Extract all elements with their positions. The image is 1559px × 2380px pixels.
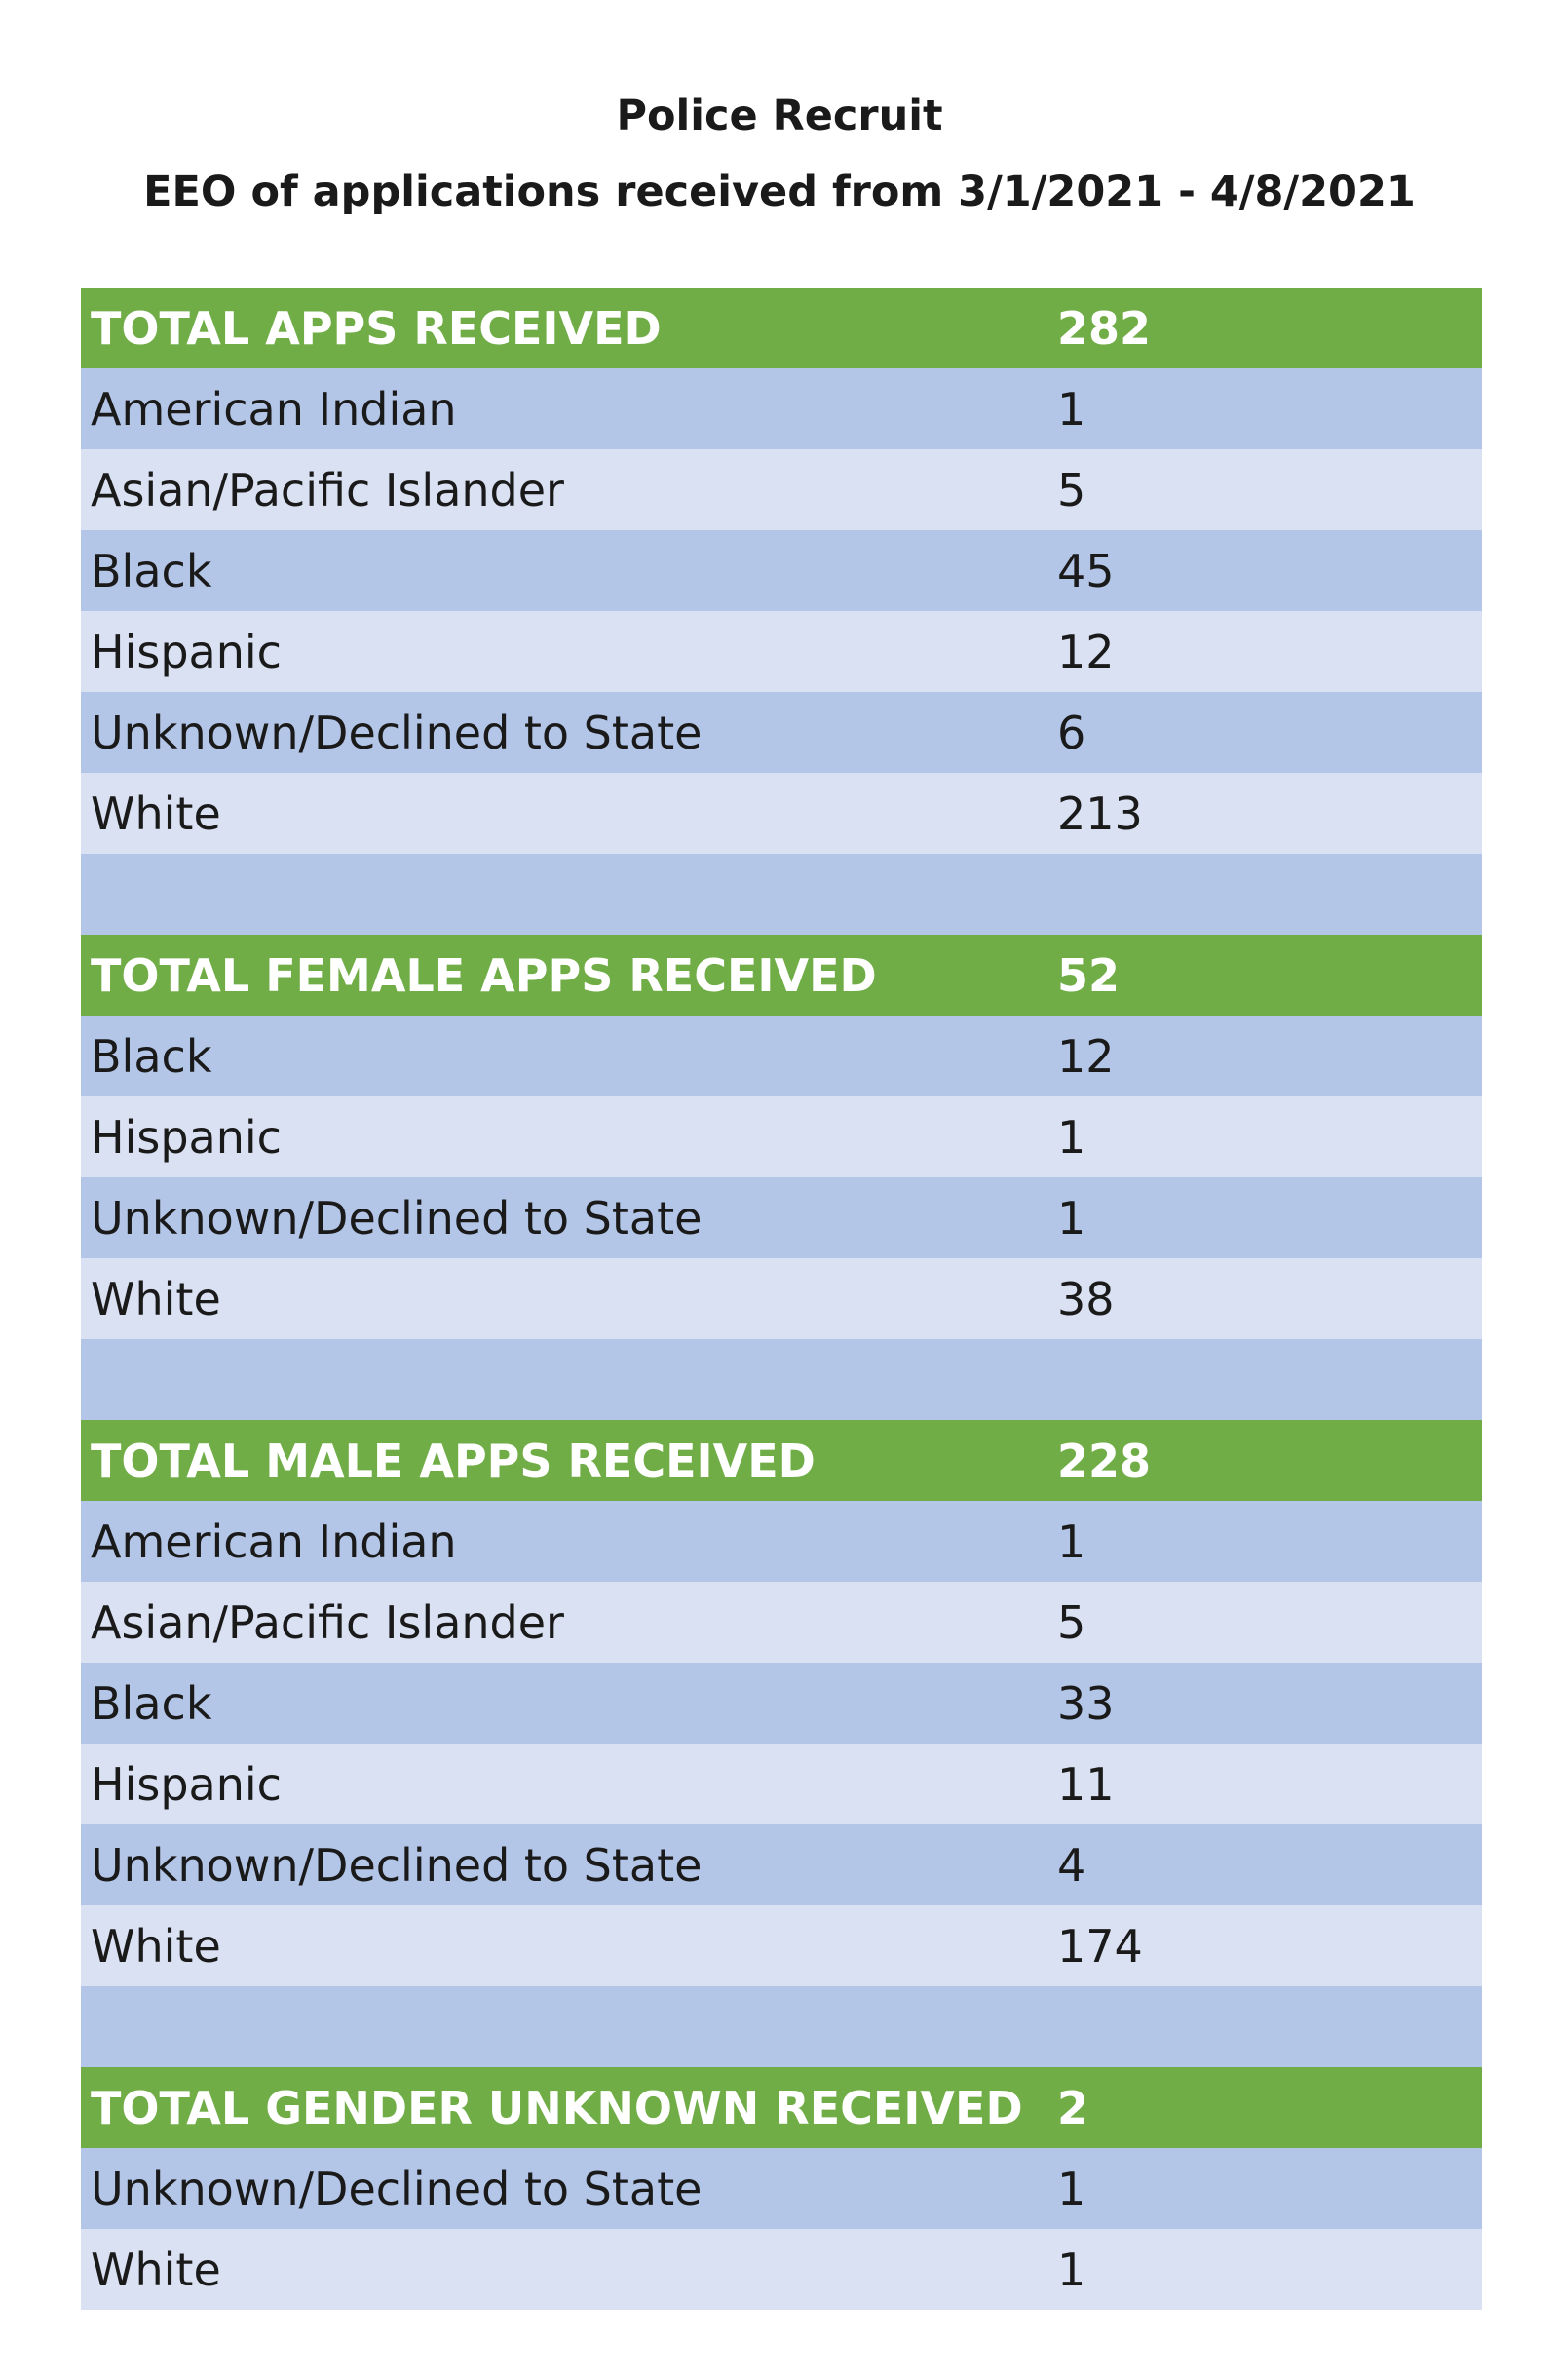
row-category-label: Hispanic: [91, 1110, 282, 1164]
row-category-label: Unknown/Declined to State: [91, 2162, 703, 2215]
row-count-value: 1: [1057, 2243, 1086, 2296]
section-total-value: 52: [1057, 948, 1121, 1002]
table-row: Black 12: [81, 1016, 1482, 1096]
row-category-label: Hispanic: [91, 1757, 282, 1811]
row-category-label: American Indian: [91, 1515, 457, 1568]
row-category-label: Black: [91, 1029, 212, 1083]
row-category-label: White: [91, 1919, 221, 1973]
section-total-label: TOTAL APPS RECEIVED: [91, 301, 662, 355]
table-row: White 38: [81, 1258, 1482, 1339]
table-row: Asian/Pacific Islander 5: [81, 449, 1482, 530]
page-header: Police Recruit EEO of applications recei…: [0, 78, 1559, 230]
row-count-value: 45: [1057, 544, 1115, 597]
row-category-label: Black: [91, 544, 212, 597]
page-title: Police Recruit: [616, 92, 943, 140]
section-total-value: 228: [1057, 1434, 1152, 1487]
table-row: Hispanic 1: [81, 1096, 1482, 1177]
section-total-row: TOTAL APPS RECEIVED 282: [81, 288, 1482, 368]
section-total-label: TOTAL FEMALE APPS RECEIVED: [91, 948, 877, 1002]
row-count-value: 1: [1057, 2162, 1086, 2215]
row-count-value: 1: [1057, 1110, 1086, 1164]
table-row: American Indian 1: [81, 1501, 1482, 1582]
table-row: Black 33: [81, 1663, 1482, 1744]
row-count-value: 12: [1057, 625, 1115, 678]
row-count-value: 38: [1057, 1272, 1115, 1325]
section-total-value: 2: [1057, 2081, 1089, 2134]
row-count-value: 5: [1057, 1595, 1086, 1649]
row-count-value: 5: [1057, 463, 1086, 517]
table-row: Unknown/Declined to State 4: [81, 1824, 1482, 1905]
table-row: American Indian 1: [81, 368, 1482, 449]
row-category-label: Unknown/Declined to State: [91, 1191, 703, 1245]
section-total-value: 282: [1057, 301, 1152, 355]
row-category-label: American Indian: [91, 382, 457, 436]
table-row: Hispanic 11: [81, 1744, 1482, 1824]
table-row: White 174: [81, 1905, 1482, 1986]
table-row: White 1: [81, 2229, 1482, 2310]
row-count-value: 4: [1057, 1838, 1086, 1892]
section-spacer-row: [81, 1986, 1482, 2067]
table-row: Unknown/Declined to State 6: [81, 692, 1482, 773]
row-count-value: 1: [1057, 1515, 1086, 1568]
section-total-label: TOTAL GENDER UNKNOWN RECEIVED: [91, 2081, 1023, 2134]
row-count-value: 213: [1057, 787, 1143, 840]
table-row: Black 45: [81, 530, 1482, 611]
section-total-row: TOTAL FEMALE APPS RECEIVED 52: [81, 935, 1482, 1016]
row-count-value: 174: [1057, 1919, 1143, 1973]
row-count-value: 1: [1057, 1191, 1086, 1245]
table-row: Hispanic 12: [81, 611, 1482, 692]
section-total-row: TOTAL GENDER UNKNOWN RECEIVED 2: [81, 2067, 1482, 2148]
row-category-label: Asian/Pacific Islander: [91, 1595, 564, 1649]
row-category-label: Asian/Pacific Islander: [91, 463, 564, 517]
row-count-value: 11: [1057, 1757, 1115, 1811]
row-category-label: White: [91, 787, 221, 840]
row-category-label: White: [91, 2243, 221, 2296]
eeo-table: TOTAL APPS RECEIVED 282 American Indian 1 As…: [81, 288, 1482, 2310]
section-spacer-row: [81, 854, 1482, 935]
table-row: Asian/Pacific Islander 5: [81, 1582, 1482, 1663]
page-subtitle: EEO of applications received from 3/1/20…: [143, 168, 1416, 216]
row-category-label: Unknown/Declined to State: [91, 706, 703, 759]
row-count-value: 12: [1057, 1029, 1115, 1083]
row-count-value: 6: [1057, 706, 1086, 759]
section-spacer-row: [81, 1339, 1482, 1420]
table-row: White 213: [81, 773, 1482, 854]
row-category-label: Hispanic: [91, 625, 282, 678]
row-category-label: Black: [91, 1676, 212, 1730]
row-category-label: Unknown/Declined to State: [91, 1838, 703, 1892]
section-total-label: TOTAL MALE APPS RECEIVED: [91, 1434, 816, 1487]
section-total-row: TOTAL MALE APPS RECEIVED 228: [81, 1420, 1482, 1501]
table-row: Unknown/Declined to State 1: [81, 2148, 1482, 2229]
row-category-label: White: [91, 1272, 221, 1325]
row-count-value: 1: [1057, 382, 1086, 436]
table-row: Unknown/Declined to State 1: [81, 1177, 1482, 1258]
row-count-value: 33: [1057, 1676, 1115, 1730]
